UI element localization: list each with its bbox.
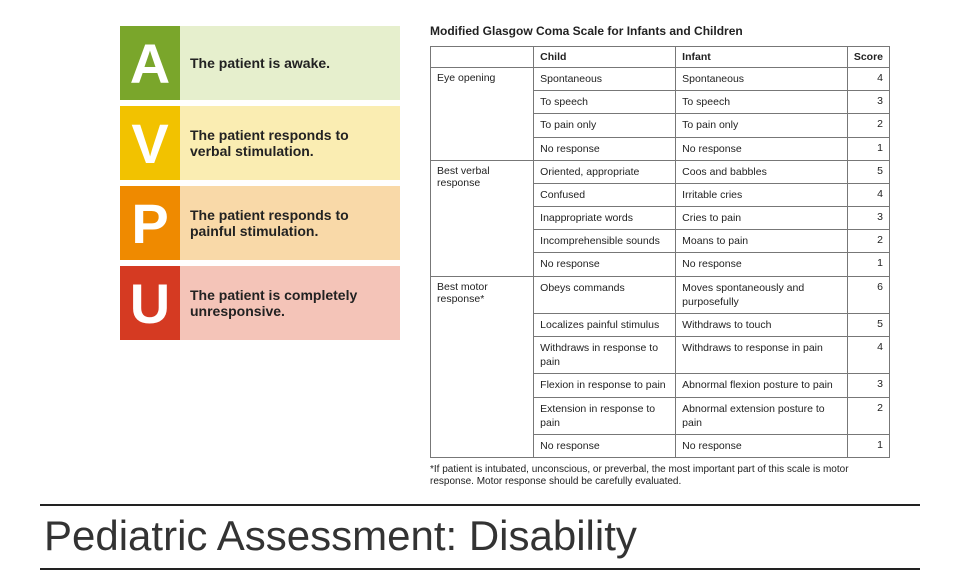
- avpu-text: The patient responds to verbal stimulati…: [180, 106, 400, 180]
- gcs-cell-child: Inappropriate words: [534, 207, 676, 230]
- avpu-row: VThe patient responds to verbal stimulat…: [120, 106, 400, 180]
- gcs-cell-infant: Abnormal flexion posture to pain: [676, 374, 848, 397]
- gcs-cell-child: Flexion in response to pain: [534, 374, 676, 397]
- gcs-table-body: Eye openingSpontaneousSpontaneous4To spe…: [431, 68, 890, 458]
- avpu-letter: P: [120, 186, 180, 260]
- gcs-cell-score: 1: [847, 434, 889, 457]
- gcs-col-child: Child: [534, 47, 676, 68]
- gcs-cell-child: Obeys commands: [534, 276, 676, 313]
- gcs-cell-score: 4: [847, 68, 889, 91]
- avpu-text: The patient responds to painful stimulat…: [180, 186, 400, 260]
- gcs-col-score: Score: [847, 47, 889, 68]
- gcs-cell-score: 2: [847, 397, 889, 434]
- gcs-cell-infant: Withdraws to response in pain: [676, 337, 848, 374]
- table-row: Best motor response*Obeys commandsMoves …: [431, 276, 890, 313]
- slide: AThe patient is awake.VThe patient respo…: [0, 0, 960, 540]
- gcs-cell-infant: Coos and babbles: [676, 160, 848, 183]
- gcs-section-label: Best motor response*: [431, 276, 534, 458]
- gcs-panel: Modified Glasgow Coma Scale for Infants …: [430, 20, 890, 488]
- gcs-cell-score: 6: [847, 276, 889, 313]
- gcs-section-label: Best verbal response: [431, 160, 534, 276]
- gcs-cell-child: To speech: [534, 91, 676, 114]
- gcs-cell-infant: Irritable cries: [676, 183, 848, 206]
- gcs-cell-child: Withdraws in response to pain: [534, 337, 676, 374]
- gcs-cell-score: 2: [847, 230, 889, 253]
- gcs-col-blank: [431, 47, 534, 68]
- gcs-cell-infant: Spontaneous: [676, 68, 848, 91]
- avpu-text: The patient is completely unresponsive.: [180, 266, 400, 340]
- gcs-cell-infant: Withdraws to touch: [676, 313, 848, 336]
- gcs-cell-infant: To speech: [676, 91, 848, 114]
- gcs-cell-infant: Cries to pain: [676, 207, 848, 230]
- gcs-cell-infant: No response: [676, 137, 848, 160]
- gcs-cell-score: 5: [847, 313, 889, 336]
- avpu-letter: U: [120, 266, 180, 340]
- avpu-text: The patient is awake.: [180, 26, 400, 100]
- gcs-cell-infant: Moves spontaneously and purposefully: [676, 276, 848, 313]
- gcs-cell-score: 2: [847, 114, 889, 137]
- gcs-cell-child: Spontaneous: [534, 68, 676, 91]
- gcs-cell-child: Incomprehensible sounds: [534, 230, 676, 253]
- avpu-row: PThe patient responds to painful stimula…: [120, 186, 400, 260]
- gcs-cell-infant: To pain only: [676, 114, 848, 137]
- gcs-cell-infant: Moans to pain: [676, 230, 848, 253]
- page-title: Pediatric Assessment: Disability: [40, 504, 920, 570]
- gcs-cell-child: No response: [534, 137, 676, 160]
- gcs-title: Modified Glasgow Coma Scale for Infants …: [430, 24, 890, 38]
- gcs-cell-score: 1: [847, 253, 889, 276]
- avpu-row: AThe patient is awake.: [120, 26, 400, 100]
- avpu-row: UThe patient is completely unresponsive.: [120, 266, 400, 340]
- gcs-table-head: Child Infant Score: [431, 47, 890, 68]
- gcs-table: Child Infant Score Eye openingSpontaneou…: [430, 46, 890, 458]
- gcs-cell-child: Confused: [534, 183, 676, 206]
- gcs-footnote: *If patient is intubated, unconscious, o…: [430, 464, 890, 488]
- gcs-cell-child: Oriented, appropriate: [534, 160, 676, 183]
- gcs-cell-child: To pain only: [534, 114, 676, 137]
- gcs-cell-child: No response: [534, 253, 676, 276]
- heading-wrap: Pediatric Assessment: Disability: [0, 498, 960, 570]
- gcs-cell-child: No response: [534, 434, 676, 457]
- gcs-cell-infant: Abnormal extension posture to pain: [676, 397, 848, 434]
- gcs-cell-score: 1: [847, 137, 889, 160]
- gcs-cell-score: 3: [847, 91, 889, 114]
- gcs-cell-score: 3: [847, 374, 889, 397]
- avpu-letter: A: [120, 26, 180, 100]
- gcs-cell-score: 5: [847, 160, 889, 183]
- gcs-cell-infant: No response: [676, 434, 848, 457]
- gcs-cell-score: 4: [847, 183, 889, 206]
- gcs-section-label: Eye opening: [431, 68, 534, 161]
- gcs-cell-infant: No response: [676, 253, 848, 276]
- gcs-cell-score: 3: [847, 207, 889, 230]
- table-row: Eye openingSpontaneousSpontaneous4: [431, 68, 890, 91]
- avpu-scale: AThe patient is awake.VThe patient respo…: [120, 20, 400, 488]
- gcs-cell-child: Localizes painful stimulus: [534, 313, 676, 336]
- table-row: Best verbal responseOriented, appropriat…: [431, 160, 890, 183]
- gcs-col-infant: Infant: [676, 47, 848, 68]
- gcs-cell-score: 4: [847, 337, 889, 374]
- avpu-letter: V: [120, 106, 180, 180]
- gcs-cell-child: Extension in response to pain: [534, 397, 676, 434]
- content-area: AThe patient is awake.VThe patient respo…: [0, 0, 960, 498]
